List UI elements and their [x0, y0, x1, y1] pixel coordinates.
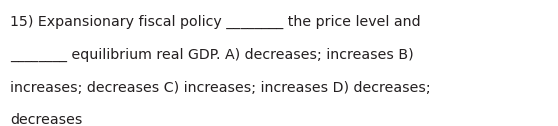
Text: increases; decreases C) increases; increases D) decreases;: increases; decreases C) increases; incre… — [10, 81, 431, 95]
Text: 15) Expansionary fiscal policy ________ the price level and: 15) Expansionary fiscal policy ________ … — [10, 15, 421, 29]
Text: decreases: decreases — [10, 113, 83, 126]
Text: ________ equilibrium real GDP. A) decreases; increases B): ________ equilibrium real GDP. A) decrea… — [10, 48, 413, 62]
